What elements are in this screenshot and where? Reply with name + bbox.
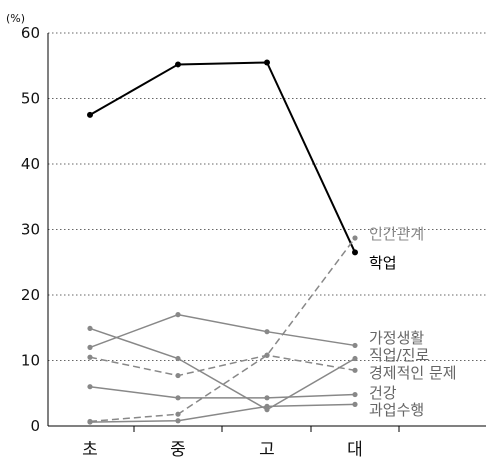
data-point-6-2 (175, 395, 181, 401)
y-tick-label-50: 50 (21, 90, 40, 108)
x-tick-marks (133, 426, 400, 432)
series-label-5: 경제적인 문제 (369, 364, 457, 382)
data-point-5-2 (175, 372, 181, 379)
y-tick-label-60: 60 (21, 24, 40, 42)
series-lines (87, 59, 358, 425)
series-line-3 (89, 313, 356, 349)
series-label-4: 직업/진로 (369, 346, 429, 364)
series-line-4 (89, 327, 356, 411)
data-point-2-4 (352, 235, 358, 241)
series-line-7 (89, 403, 356, 423)
series-7 (87, 401, 358, 425)
x-tick-label-1: 초 (82, 440, 98, 460)
data-point-3-3 (264, 329, 270, 335)
data-point-7-3 (264, 403, 270, 409)
data-point-4-2 (175, 355, 181, 362)
x-tick-label-2: 중 (170, 440, 186, 460)
unit-label: (%) (6, 12, 25, 25)
y-tick-label-40: 40 (21, 155, 40, 173)
series-label-1: 학업 (369, 254, 397, 272)
data-point-7-4 (352, 401, 358, 407)
data-point-6-1 (87, 384, 93, 390)
series-4 (87, 325, 358, 413)
data-point-5-3 (264, 352, 270, 358)
y-tick-label-30: 30 (21, 221, 40, 239)
x-tick-label-4: 대 (347, 440, 363, 460)
data-point-3-2 (175, 312, 181, 318)
y-tick-label-20: 20 (21, 286, 40, 304)
data-point-2-2 (175, 411, 181, 417)
y-tick-labels: 0 10 20 30 40 50 60 (21, 24, 40, 435)
y-tick-label-10: 10 (21, 352, 40, 370)
data-point-6-4 (352, 391, 358, 398)
data-point-4-1 (87, 325, 93, 332)
series-line-6 (89, 385, 356, 399)
series-line-1 (89, 61, 356, 253)
data-point-1-4 (352, 249, 358, 256)
data-point-1-2 (175, 61, 181, 68)
data-point-1-1 (87, 111, 93, 118)
series-3 (87, 312, 358, 350)
data-point-6-3 (264, 395, 270, 401)
x-tick-label-3: 고 (259, 440, 275, 460)
series-label-6: 건강 (369, 384, 397, 402)
series-line-5 (89, 354, 356, 377)
data-point-4-4 (352, 355, 358, 362)
data-point-1-3 (264, 59, 270, 66)
series-1 (87, 59, 358, 256)
y-tick-label-0: 0 (30, 417, 40, 435)
data-point-3-4 (352, 342, 358, 349)
series-label-2: 인간관계 (369, 225, 424, 243)
data-point-5-4 (352, 367, 358, 373)
series-label-3: 가정생활 (369, 329, 424, 347)
gridlines (48, 32, 486, 361)
series-5 (87, 352, 358, 379)
series-line-2 (89, 237, 356, 423)
data-point-3-1 (87, 344, 93, 350)
series-6 (87, 384, 358, 401)
data-point-7-1 (87, 419, 93, 425)
data-point-7-2 (175, 418, 181, 424)
data-point-5-1 (87, 354, 93, 360)
series-label-7: 과업수행 (369, 401, 424, 419)
